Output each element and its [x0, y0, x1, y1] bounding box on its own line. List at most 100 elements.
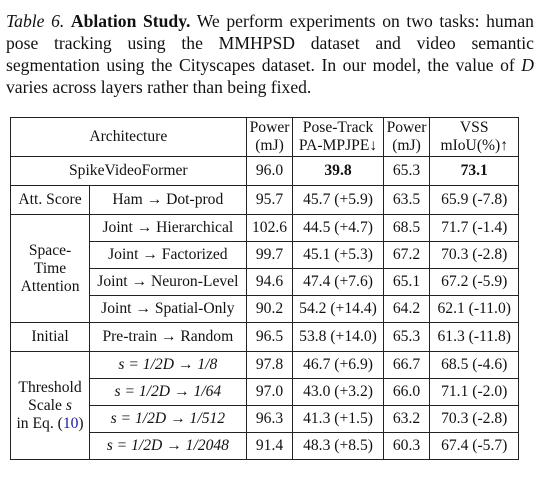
row-change: Joint → Factorized	[89, 241, 247, 269]
cell-power-vss: 65.3	[382, 322, 431, 352]
table-row: Space- Time Attention Joint → Hierarchic…	[9, 214, 519, 323]
row-change: s = 1/2D → 1/8	[89, 351, 247, 379]
cell-miou: 71.1 (-2.0)	[429, 378, 519, 406]
table-header-row: Architecture Power (mJ) Pose-Track PA-MP…	[10, 117, 519, 157]
cell-pa-mpjpe: 44.5 (+4.7)	[292, 214, 384, 242]
cell-pa-mpjpe: 45.1 (+5.3)	[292, 241, 384, 269]
cell-miou: 62.1 (-11.0)	[429, 295, 519, 323]
cell-power-pose: 102.6	[245, 214, 294, 242]
cell-power-pose: 97.8	[245, 351, 294, 379]
group-threshold-scale: Threshold Scale s in Eq. (10)	[9, 351, 91, 460]
header-pose-track-label: Pose-Track	[302, 119, 374, 136]
cell-pa-mpjpe: 41.3 (+1.5)	[292, 405, 384, 433]
cell-power-pose: 95.7	[245, 185, 294, 215]
cell-pa-mpjpe: 48.3 (+8.5)	[292, 432, 384, 460]
baseline-power-pose: 96.0	[245, 156, 294, 186]
row-change: Joint → Spatial-Only	[89, 295, 247, 323]
header-power-1-unit: (mJ)	[255, 137, 284, 154]
cell-power-vss: 63.5	[382, 185, 431, 215]
equation-link[interactable]: 10	[62, 414, 79, 432]
cell-power-pose: 96.5	[245, 322, 294, 352]
header-miou: mIoU(%)↑	[440, 137, 508, 154]
cell-power-pose: 96.3	[245, 405, 294, 433]
group-word: )	[78, 414, 84, 432]
table-row: Att. Score Ham → Dot-prod 95.7 45.7 (+5.…	[9, 185, 519, 215]
row-change: Pre-train → Random	[89, 322, 247, 352]
baseline-miou: 73.1	[429, 156, 519, 186]
group-line: in Eq. (10)	[14, 415, 86, 433]
cell-power-vss: 66.0	[382, 378, 431, 406]
cell-pa-mpjpe: 46.7 (+6.9)	[292, 351, 384, 379]
cell-power-vss: 67.2	[382, 241, 431, 269]
cell-power-vss: 65.1	[382, 268, 431, 296]
cell-power-pose: 91.4	[245, 432, 294, 460]
baseline-name: SpikeVideoFormer	[10, 156, 247, 186]
table-row: Joint → Spatial-Only 90.2 54.2 (+14.4) 6…	[11, 295, 519, 323]
group-word: Scale	[28, 396, 62, 414]
cell-pa-mpjpe: 47.4 (+7.6)	[292, 268, 384, 296]
caption-text-2: varies across layers rather than being f…	[6, 77, 312, 97]
row-change: Joint → Hierarchical	[89, 214, 247, 242]
group-line: Attention	[20, 277, 80, 295]
cell-power-pose: 97.0	[245, 378, 294, 406]
header-vss: VSS mIoU(%)↑	[429, 117, 519, 157]
table-row: Threshold Scale s in Eq. (10) s = 1/2D →…	[9, 351, 519, 460]
cell-miou: 61.3 (-11.8)	[429, 322, 519, 352]
group-variable: s	[65, 396, 72, 414]
header-power-2: Power (mJ)	[382, 117, 431, 157]
caption-label: Table 6.	[6, 11, 65, 31]
cell-power-vss: 64.2	[382, 295, 431, 323]
header-power-2-unit: (mJ)	[392, 137, 421, 154]
group-att-score: Att. Score	[9, 185, 91, 215]
ablation-table: Architecture Power (mJ) Pose-Track PA-MP…	[9, 117, 519, 460]
cell-pa-mpjpe: 53.8 (+14.0)	[292, 322, 384, 352]
cell-pa-mpjpe: 54.2 (+14.4)	[292, 295, 384, 323]
group-line: Space-	[28, 241, 72, 259]
group-initial: Initial	[9, 322, 91, 352]
cell-pa-mpjpe: 45.7 (+5.9)	[292, 185, 384, 215]
caption-text-1: We perform experiments on two tasks: hum…	[6, 11, 534, 75]
cell-power-pose: 94.6	[245, 268, 294, 296]
cell-miou: 70.3 (-2.8)	[429, 405, 519, 433]
table-row: Joint → Neuron-Level 94.6 47.4 (+7.6) 65…	[11, 268, 519, 296]
cell-miou: 70.3 (-2.8)	[429, 241, 519, 269]
baseline-row: SpikeVideoFormer 96.0 39.8 65.3 73.1	[10, 156, 519, 186]
cell-miou: 67.2 (-5.9)	[429, 268, 519, 296]
table-row: s = 1/2D → 1/64 97.0 43.0 (+3.2) 66.0 71…	[11, 378, 519, 406]
header-pa-mpjpe: PA-MPJPE↓	[298, 137, 378, 154]
group-space-time-attention: Space- Time Attention	[9, 214, 91, 323]
group-line: Scale s	[14, 397, 86, 415]
header-power-2-label: Power	[386, 119, 427, 136]
group-line: Threshold	[18, 378, 82, 396]
group-word: in Eq. (	[16, 414, 63, 432]
table-row: s = 1/2D → 1/2048 91.4 48.3 (+8.5) 60.3 …	[11, 432, 519, 460]
header-power-1-label: Power	[249, 119, 290, 136]
cell-miou: 67.4 (-5.7)	[429, 432, 519, 460]
row-change: Joint → Neuron-Level	[89, 268, 247, 296]
row-change: s = 1/2D → 1/512	[89, 405, 247, 433]
header-vss-label: VSS	[459, 119, 489, 136]
cell-miou: 65.9 (-7.8)	[429, 185, 519, 215]
cell-power-vss: 60.3	[382, 432, 431, 460]
caption-variable: D	[521, 55, 534, 75]
table-caption: Table 6. Ablation Study. We perform expe…	[6, 10, 534, 98]
group-line: Time	[33, 259, 67, 277]
cell-miou: 68.5 (-4.6)	[429, 351, 519, 379]
baseline-pa-mpjpe: 39.8	[292, 156, 384, 186]
caption-title: Ablation Study.	[70, 11, 191, 31]
cell-power-pose: 99.7	[245, 241, 294, 269]
cell-power-vss: 63.2	[382, 405, 431, 433]
header-architecture: Architecture	[10, 117, 247, 157]
cell-power-vss: 68.5	[382, 214, 431, 242]
cell-power-pose: 90.2	[245, 295, 294, 323]
header-power-1: Power (mJ)	[245, 117, 294, 157]
table-row: Initial Pre-train → Random 96.5 53.8 (+1…	[9, 322, 519, 352]
cell-miou: 71.7 (-1.4)	[429, 214, 519, 242]
header-pose-track: Pose-Track PA-MPJPE↓	[292, 117, 384, 157]
cell-pa-mpjpe: 43.0 (+3.2)	[292, 378, 384, 406]
row-change: s = 1/2D → 1/2048	[89, 432, 247, 460]
row-change: s = 1/2D → 1/64	[89, 378, 247, 406]
table-row: Joint → Factorized 99.7 45.1 (+5.3) 67.2…	[11, 241, 519, 269]
baseline-power-vss: 65.3	[382, 156, 431, 186]
